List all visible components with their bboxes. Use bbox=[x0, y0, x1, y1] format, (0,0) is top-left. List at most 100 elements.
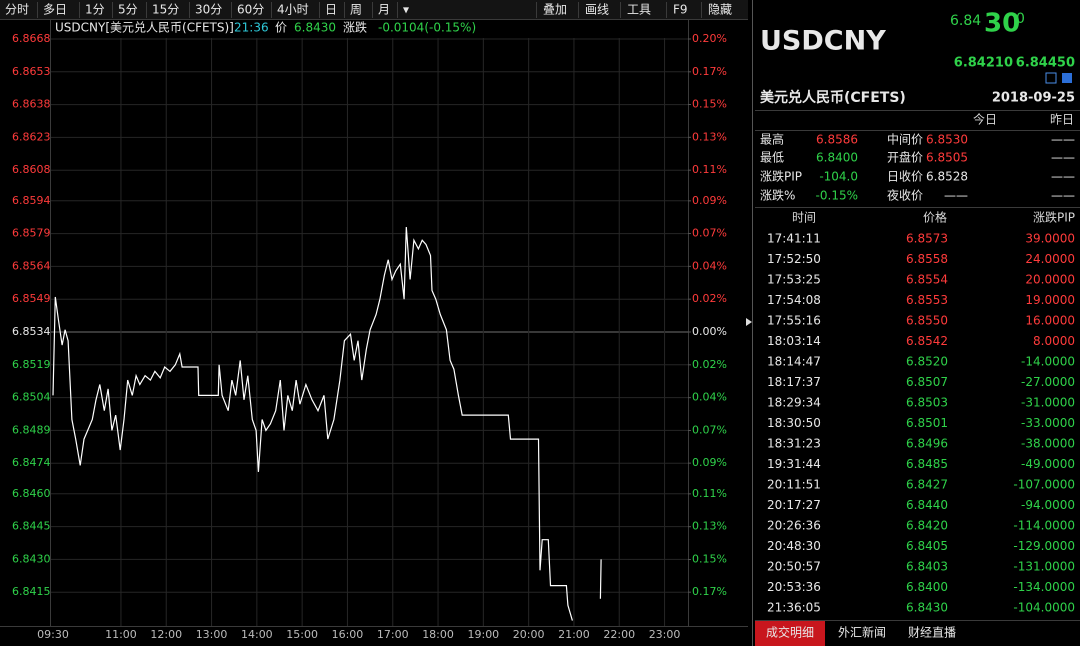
stats-cell: 6.8530 bbox=[926, 133, 968, 147]
toolbar-button[interactable]: 5分 bbox=[118, 3, 138, 17]
tick-change: -33.0000 bbox=[1021, 416, 1075, 430]
tick-price: 6.8501 bbox=[906, 416, 948, 430]
y2-tick-label: 0.04% bbox=[692, 259, 727, 272]
stats-header: 昨日 bbox=[1050, 113, 1074, 127]
tab[interactable]: 外汇新闻 bbox=[838, 625, 886, 640]
tick-price: 6.8427 bbox=[906, 478, 948, 492]
quote-symbol: USDCNY bbox=[760, 26, 886, 57]
toolbar-button[interactable]: 分时 bbox=[5, 3, 29, 17]
toolbar-button[interactable]: 工具 bbox=[627, 3, 651, 17]
y-tick-label: 6.8534 bbox=[12, 325, 51, 338]
y2-tick-label: 0.13% bbox=[692, 520, 727, 533]
stats-cell: 夜收价 bbox=[887, 188, 923, 203]
y-tick-label: 6.8638 bbox=[12, 98, 51, 111]
y-tick-label: 6.8474 bbox=[12, 456, 51, 469]
y-tick-label: 6.8489 bbox=[12, 423, 51, 436]
stats-cell: 开盘价 bbox=[887, 150, 923, 165]
tick-time: 20:26:36 bbox=[767, 519, 821, 533]
y-tick-label: 6.8653 bbox=[12, 65, 51, 78]
y2-tick-label: 0.04% bbox=[692, 391, 727, 404]
y-tick-label: 6.8579 bbox=[12, 227, 51, 240]
stats-cell: 6.8505 bbox=[926, 151, 968, 165]
tick-time: 18:14:47 bbox=[767, 355, 821, 369]
tick-price: 6.8554 bbox=[906, 273, 948, 287]
toolbar-button[interactable]: 4小时 bbox=[277, 3, 309, 17]
quote-date: 2018-09-25 bbox=[992, 91, 1075, 106]
icon-a[interactable] bbox=[1045, 72, 1057, 84]
y-tick-label: 6.8415 bbox=[12, 585, 51, 598]
tab[interactable]: 成交明细 bbox=[766, 625, 814, 640]
ticks-header: 价格 bbox=[923, 210, 947, 225]
tick-time: 18:30:50 bbox=[767, 416, 821, 430]
tick-time: 20:53:36 bbox=[767, 580, 821, 594]
x-tick-label: 21:00 bbox=[558, 628, 590, 641]
stats-cell: 涨跌% bbox=[760, 188, 795, 203]
stats-cell: 最低 bbox=[760, 151, 784, 165]
tick-time: 20:48:30 bbox=[767, 539, 821, 553]
toolbar-button[interactable]: 画线 bbox=[585, 3, 609, 17]
tick-change: -134.0000 bbox=[1013, 580, 1075, 594]
stats-cell: -104.0 bbox=[819, 170, 858, 184]
collapse-arrow[interactable] bbox=[746, 318, 752, 326]
x-tick-label: 11:00 bbox=[105, 628, 137, 641]
tick-price: 6.8496 bbox=[906, 437, 948, 451]
stats-cell: -0.15% bbox=[816, 189, 858, 203]
x-tick-label: 14:00 bbox=[241, 628, 273, 641]
info-change: -0.0104(-0.15%) bbox=[378, 21, 476, 35]
tick-change: 20.0000 bbox=[1025, 273, 1075, 287]
tick-price: 6.8542 bbox=[906, 334, 948, 348]
stats-cell: —— bbox=[1051, 189, 1075, 203]
x-tick-label: 13:00 bbox=[196, 628, 228, 641]
info-time: 21:36 bbox=[234, 21, 269, 35]
ask: 6.84450 bbox=[1016, 56, 1075, 71]
toolbar-button[interactable]: 叠加 bbox=[543, 3, 567, 17]
tick-change: -14.0000 bbox=[1021, 355, 1075, 369]
tick-time: 17:55:16 bbox=[767, 314, 821, 328]
y-tick-label: 6.8623 bbox=[12, 130, 51, 143]
tick-price: 6.8503 bbox=[906, 396, 948, 410]
tab[interactable]: 财经直播 bbox=[908, 626, 956, 640]
toolbar-button[interactable]: 1分 bbox=[85, 3, 105, 17]
toolbar-button[interactable]: 多日 bbox=[43, 3, 67, 17]
tick-price: 6.8550 bbox=[906, 314, 948, 328]
x-tick-label: 15:00 bbox=[286, 628, 318, 641]
tick-change: 39.0000 bbox=[1025, 232, 1075, 246]
toolbar-button[interactable]: 15分 bbox=[152, 3, 179, 17]
tab-active[interactable] bbox=[755, 621, 825, 646]
toolbar bbox=[0, 0, 748, 19]
tick-change: -49.0000 bbox=[1021, 457, 1075, 471]
tick-time: 18:17:37 bbox=[767, 375, 821, 389]
tick-price: 6.8507 bbox=[906, 375, 948, 389]
x-tick-label: 17:00 bbox=[377, 628, 409, 641]
y2-tick-label: 0.02% bbox=[692, 292, 727, 305]
y2-tick-label: 0.00% bbox=[692, 325, 727, 338]
y-tick-label: 6.8460 bbox=[12, 487, 51, 500]
icon-b[interactable] bbox=[1062, 73, 1072, 83]
stats-cell: 最高 bbox=[760, 132, 784, 147]
toolbar-button[interactable]: 60分 bbox=[237, 3, 264, 17]
tick-change: -129.0000 bbox=[1013, 539, 1075, 553]
y2-tick-label: 0.11% bbox=[692, 487, 727, 500]
y-tick-label: 6.8549 bbox=[12, 292, 51, 305]
x-tick-label: 19:00 bbox=[467, 628, 499, 641]
toolbar-button[interactable]: ▾ bbox=[403, 3, 409, 17]
tick-change: -31.0000 bbox=[1021, 396, 1075, 410]
tick-change: -107.0000 bbox=[1013, 478, 1075, 492]
toolbar-button[interactable]: 月 bbox=[378, 3, 390, 17]
y-tick-label: 6.8668 bbox=[12, 32, 51, 45]
toolbar-button[interactable]: 周 bbox=[350, 3, 362, 17]
y2-tick-label: 0.15% bbox=[692, 553, 727, 566]
price-head: 6.84 bbox=[950, 13, 981, 29]
tick-time: 17:53:25 bbox=[767, 273, 821, 287]
tick-time: 20:11:51 bbox=[767, 478, 821, 492]
tick-price: 6.8553 bbox=[906, 293, 948, 307]
toolbar-button[interactable]: F9 bbox=[673, 3, 688, 17]
info-price: 6.8430 bbox=[294, 21, 336, 35]
toolbar-button[interactable]: 日 bbox=[325, 3, 337, 17]
y2-tick-label: 0.11% bbox=[692, 163, 727, 176]
toolbar-button[interactable]: 隐藏 bbox=[708, 3, 732, 17]
tick-price: 6.8558 bbox=[906, 252, 948, 266]
toolbar-button[interactable]: 30分 bbox=[195, 3, 222, 17]
y2-tick-label: 0.17% bbox=[692, 585, 727, 598]
